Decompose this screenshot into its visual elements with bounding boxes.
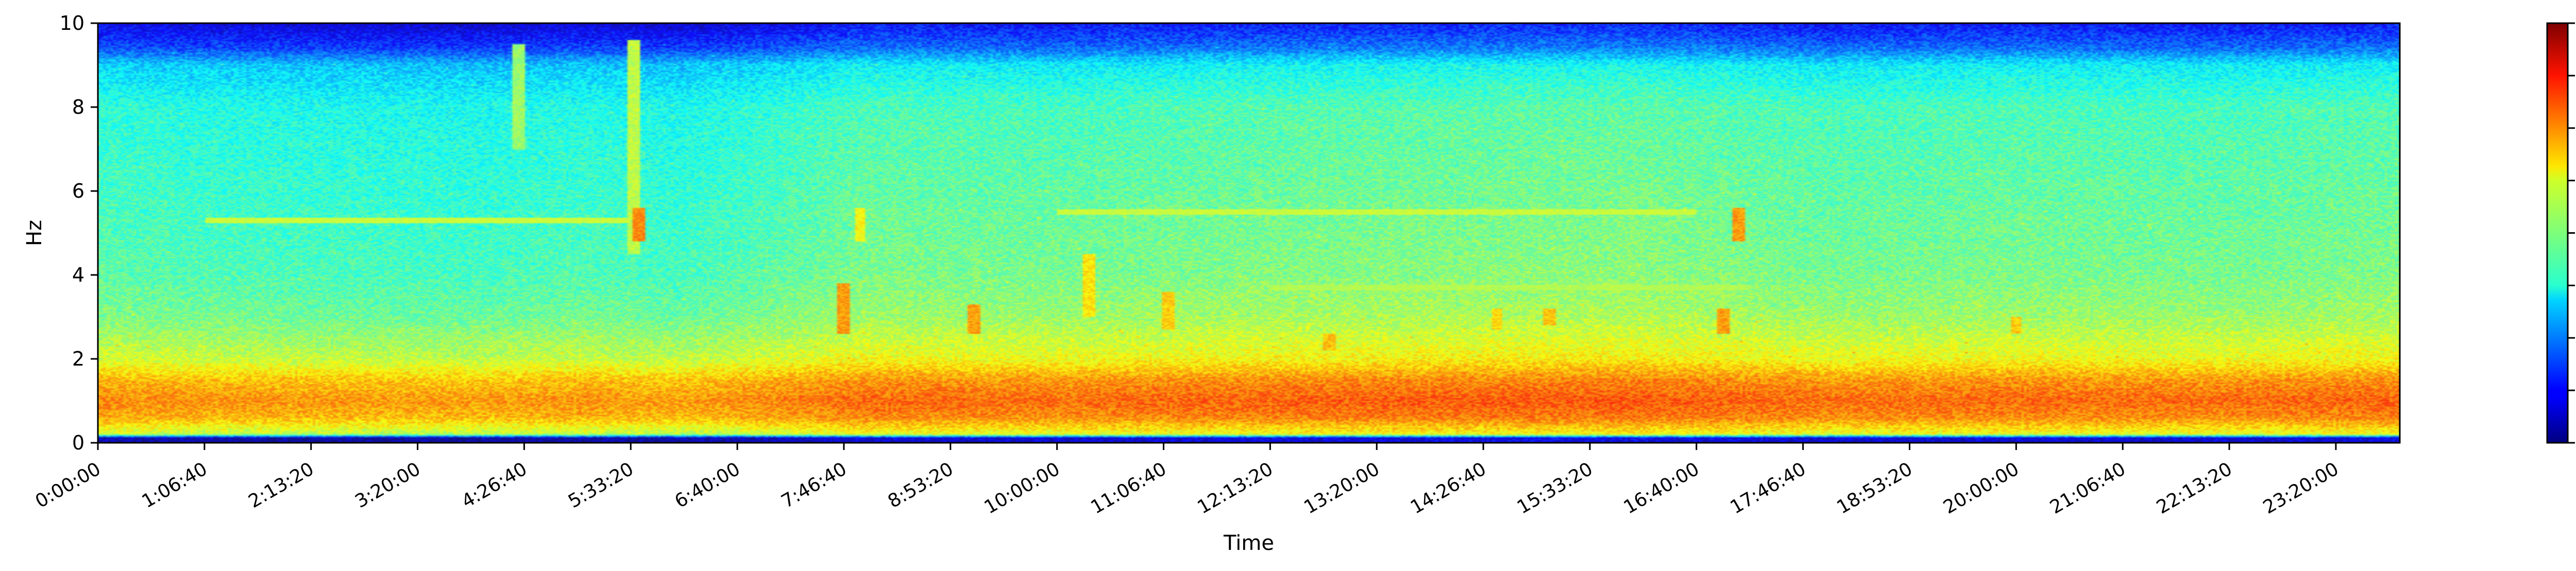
colorbar: +0 dB-10 dB-20 dB-30 dB-40 dB-50 dB-60 d… (2546, 22, 2575, 444)
x-tick-label: 21:06:40 (2046, 458, 2129, 518)
x-tick-label: 12:13:20 (1194, 458, 1277, 518)
y-axis: 0 2 4 6 8 10 (60, 12, 98, 454)
y-tick-label: 0 (72, 431, 84, 454)
x-tick-label: 2:13:20 (245, 458, 318, 512)
x-tick-label: 14:26:40 (1407, 458, 1490, 518)
x-tick-label: 23:20:00 (2260, 458, 2343, 518)
x-tick-label: 13:20:00 (1300, 458, 1383, 518)
x-tick-label: 1:06:40 (139, 458, 211, 512)
y-tick-label: 6 (72, 180, 84, 202)
x-tick-label: 7:46:40 (778, 458, 851, 512)
x-tick-label: 3:20:00 (351, 458, 424, 512)
y-tick-label: 4 (72, 264, 84, 286)
x-tick-label: 10:00:00 (981, 458, 1064, 518)
x-tick-label: 20:00:00 (1940, 458, 2023, 518)
x-tick-label: 5:33:20 (565, 458, 637, 512)
y-tick-label: 8 (72, 96, 84, 118)
x-tick-label: 4:26:40 (458, 458, 531, 512)
x-tick-label: 8:53:20 (885, 458, 957, 512)
x-tick-label: 11:06:40 (1087, 458, 1170, 518)
x-axis-label: Time (1223, 531, 1274, 555)
x-tick-label: 15:33:20 (1514, 458, 1597, 518)
y-tick-label: 10 (60, 12, 84, 34)
plot-frame (97, 22, 2401, 444)
spectrogram-noise-texture (98, 23, 2400, 443)
colorbar-ticks: +0 dB-10 dB-20 dB-30 dB-40 dB-50 dB-60 d… (2568, 22, 2575, 444)
x-tick-label: 22:13:20 (2153, 458, 2236, 518)
x-tick-label: 18:53:20 (1833, 458, 1916, 518)
colorbar-gradient (2546, 22, 2569, 444)
y-tick-label: 2 (72, 348, 84, 370)
spectrogram-plot-area (97, 22, 2401, 444)
x-tick-label: 16:40:00 (1620, 458, 1703, 518)
x-axis: 0:00:00 1:06:40 2:13:20 3:20:00 4:26:40 5:33:… (32, 443, 2343, 518)
y-axis-label: Hz (23, 220, 46, 246)
x-tick-label: 6:40:00 (671, 458, 744, 512)
x-tick-label: 17:46:40 (1727, 458, 1810, 518)
x-tick-label: 0:00:00 (32, 458, 105, 512)
